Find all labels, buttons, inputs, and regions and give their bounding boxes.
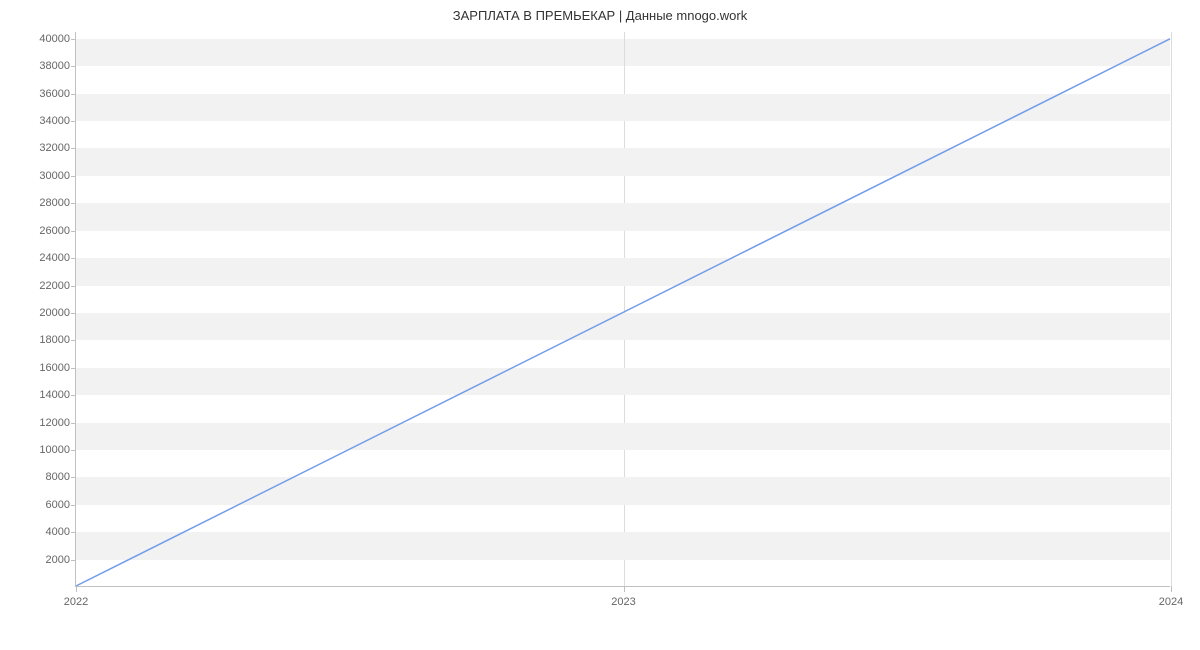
y-tick-label: 38000: [39, 60, 70, 72]
y-tick-mark: [71, 148, 76, 149]
y-tick-label: 16000: [39, 362, 70, 374]
y-tick-mark: [71, 340, 76, 341]
y-tick-label: 6000: [46, 499, 70, 511]
y-tick-label: 34000: [39, 115, 70, 127]
y-tick-label: 18000: [39, 334, 70, 346]
x-tick-label: 2023: [611, 596, 635, 608]
y-tick-label: 24000: [39, 252, 70, 264]
y-tick-mark: [71, 560, 76, 561]
x-tick-label: 2024: [1159, 596, 1183, 608]
y-tick-label: 40000: [39, 33, 70, 45]
y-tick-mark: [71, 203, 76, 204]
y-tick-mark: [71, 395, 76, 396]
y-tick-label: 36000: [39, 88, 70, 100]
y-tick-label: 30000: [39, 170, 70, 182]
y-tick-mark: [71, 313, 76, 314]
y-tick-label: 20000: [39, 307, 70, 319]
y-tick-mark: [71, 423, 76, 424]
y-tick-label: 22000: [39, 280, 70, 292]
line-layer: [76, 32, 1170, 586]
y-tick-mark: [71, 176, 76, 177]
y-tick-mark: [71, 66, 76, 67]
y-tick-mark: [71, 121, 76, 122]
y-tick-label: 4000: [46, 526, 70, 538]
y-tick-mark: [71, 505, 76, 506]
y-tick-mark: [71, 368, 76, 369]
y-tick-label: 32000: [39, 142, 70, 154]
y-tick-mark: [71, 450, 76, 451]
salary-line-chart: ЗАРПЛАТА В ПРЕМЬЕКАР | Данные mnogo.work…: [0, 0, 1200, 650]
x-tick-mark: [624, 586, 625, 592]
y-tick-label: 8000: [46, 471, 70, 483]
y-tick-label: 26000: [39, 225, 70, 237]
y-tick-label: 10000: [39, 444, 70, 456]
y-tick-mark: [71, 39, 76, 40]
y-tick-mark: [71, 477, 76, 478]
series-line: [76, 39, 1170, 586]
y-tick-label: 14000: [39, 389, 70, 401]
x-tick-label: 2022: [64, 596, 88, 608]
y-tick-label: 2000: [46, 554, 70, 566]
x-tick-mark: [1171, 586, 1172, 592]
y-tick-mark: [71, 231, 76, 232]
y-tick-mark: [71, 532, 76, 533]
y-tick-label: 28000: [39, 197, 70, 209]
plot-area: 2000400060008000100001200014000160001800…: [75, 32, 1170, 587]
y-tick-mark: [71, 94, 76, 95]
y-tick-mark: [71, 258, 76, 259]
y-tick-mark: [71, 286, 76, 287]
y-tick-label: 12000: [39, 417, 70, 429]
x-gridline: [1171, 32, 1172, 586]
chart-title: ЗАРПЛАТА В ПРЕМЬЕКАР | Данные mnogo.work: [0, 0, 1200, 23]
x-tick-mark: [76, 586, 77, 592]
